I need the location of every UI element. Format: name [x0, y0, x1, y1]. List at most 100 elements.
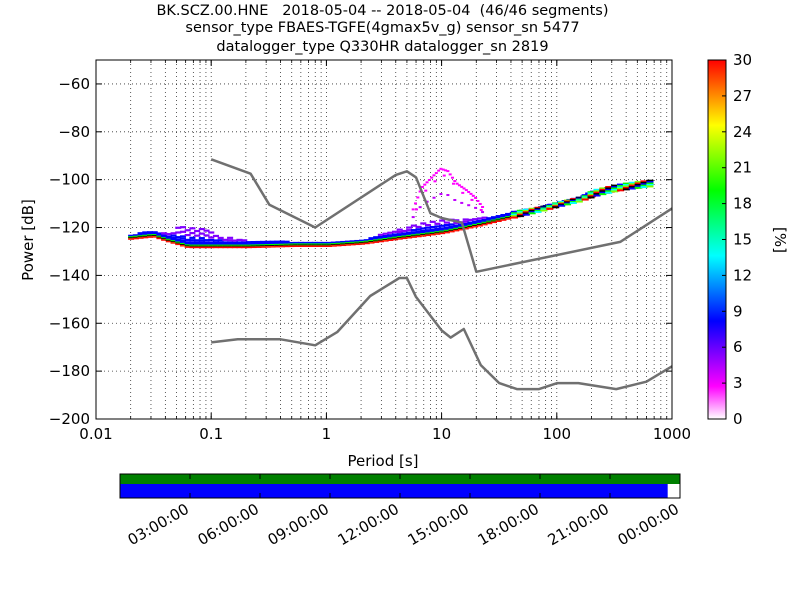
psd-cell: [255, 240, 262, 244]
colorbar-tick-label: 30: [733, 51, 752, 69]
psd-cell: [528, 212, 536, 215]
psd-cell: [464, 189, 468, 192]
psd-cell: [467, 218, 474, 222]
psd-cell: [161, 232, 168, 235]
psd-cell: [599, 187, 607, 190]
psd-cell: [420, 234, 427, 236]
psd-cell: [457, 226, 465, 229]
psd-cell: [288, 243, 295, 245]
psd-cell: [424, 229, 432, 232]
psd-cell: [203, 246, 210, 249]
psd-cell: [151, 236, 158, 238]
psd-cell: [546, 207, 554, 210]
colorbar-tick-label: 24: [733, 123, 752, 141]
psd-cell: [534, 208, 542, 211]
psd-cell: [274, 243, 281, 246]
psd-cell: [363, 241, 370, 243]
psd-cell: [175, 243, 182, 246]
psd-cell: [260, 243, 267, 246]
psd-cell: [382, 234, 389, 238]
psd-cell: [432, 174, 436, 177]
psd-cell: [170, 234, 177, 237]
psd-cell: [387, 234, 394, 237]
colorbar-tick-label: 21: [733, 159, 752, 177]
psd-cell: [616, 189, 625, 192]
psd-cell: [189, 227, 196, 230]
psd-cell: [194, 245, 201, 247]
psd-cell: [344, 241, 351, 244]
psd-cell: [605, 186, 613, 189]
psd-cell: [354, 242, 361, 244]
psd-cell: [495, 219, 502, 221]
psd-cell: [260, 245, 267, 247]
psd-cell: [165, 235, 172, 238]
psd-cell: [250, 242, 257, 245]
psd-cell: [462, 187, 466, 190]
psd-cell: [467, 190, 471, 193]
psd-cell: [297, 245, 304, 247]
psd-cell: [481, 222, 488, 224]
psd-cell: [373, 239, 380, 241]
psd-cell: [611, 186, 619, 189]
psd-cell: [443, 226, 450, 229]
psd-cell: [170, 232, 177, 235]
psd-cell: [344, 244, 351, 246]
psd-cell: [203, 241, 210, 244]
psd-cell: [203, 234, 210, 237]
psd-cell: [335, 241, 342, 243]
y-axis-label: Power [dB]: [19, 199, 37, 281]
availability-time-label: 18:00:00: [475, 500, 542, 549]
psd-cell: [476, 219, 483, 222]
psd-cell: [415, 233, 422, 235]
psd-cell: [495, 218, 502, 220]
psd-cell: [132, 236, 139, 238]
psd-cell: [165, 237, 172, 239]
psd-cell: [401, 229, 408, 233]
psd-cell: [462, 218, 469, 221]
psd-cell: [297, 241, 304, 244]
psd-cell: [260, 242, 267, 245]
psd-cell: [429, 232, 436, 234]
x-tick-label: 100: [542, 425, 571, 443]
psd-cell: [534, 210, 542, 213]
psd-cell: [528, 208, 536, 211]
psd-cell: [481, 216, 488, 219]
psd-cell: [558, 204, 566, 207]
psd-cell: [151, 231, 158, 234]
psd-cell: [203, 239, 210, 242]
psd-cell: [439, 167, 443, 170]
psd-cell: [622, 182, 630, 185]
psd-cell: [212, 241, 219, 244]
psd-cell: [227, 243, 234, 245]
psd-cell: [640, 186, 648, 189]
psd-cell: [255, 242, 262, 245]
psd-cell: [424, 232, 432, 234]
psd-cell: [640, 181, 648, 184]
psd-cell: [439, 231, 446, 233]
psd-cell: [481, 211, 485, 214]
psd-cell: [516, 209, 524, 212]
psd-cell: [175, 240, 182, 242]
psd-cell: [175, 241, 182, 243]
psd-cell: [457, 227, 465, 229]
psd-cell: [203, 244, 210, 246]
psd-cell: [165, 240, 172, 243]
psd-cell: [382, 232, 389, 235]
psd-cell: [495, 216, 502, 219]
psd-cell: [486, 217, 493, 220]
psd-cell: [189, 243, 196, 245]
psd-cell: [387, 238, 394, 240]
psd-cell: [457, 228, 465, 231]
psd-cell: [534, 207, 542, 210]
psd-cell: [179, 235, 187, 238]
psd-cell: [203, 243, 210, 245]
psd-cell: [495, 215, 502, 218]
psd-cell: [429, 220, 436, 223]
psd-cell: [208, 243, 215, 245]
psd-cell: [349, 241, 356, 243]
psd-cell: [250, 241, 257, 244]
psd-cell: [170, 242, 177, 244]
psd-cell: [326, 243, 333, 245]
psd-cell: [443, 221, 450, 224]
psd-cell: [373, 241, 380, 243]
